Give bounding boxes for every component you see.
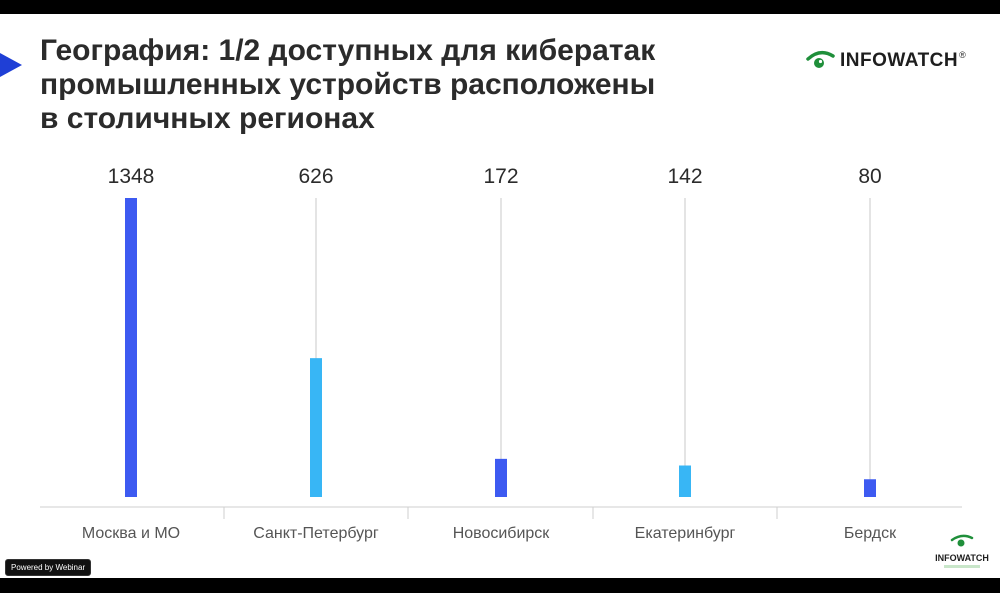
data-label: 1348 bbox=[108, 165, 155, 188]
category-label: Бердск bbox=[844, 525, 897, 542]
category-label: Екатеринбург bbox=[635, 525, 736, 542]
bar bbox=[310, 358, 322, 497]
category-label: Москва и МО bbox=[82, 525, 180, 542]
watermark-text: INFOWATCH bbox=[935, 553, 989, 563]
logo-text: INFOWATCH bbox=[840, 50, 959, 71]
data-label: 172 bbox=[483, 165, 518, 188]
slide-marker-icon bbox=[0, 53, 22, 77]
infowatch-logo: INFOWATCH ® bbox=[806, 44, 966, 78]
category-label: Санкт-Петербург bbox=[253, 525, 379, 542]
eye-logo-icon bbox=[806, 50, 835, 68]
bar bbox=[125, 198, 137, 497]
infowatch-watermark: INFOWATCH bbox=[930, 534, 994, 568]
bar bbox=[864, 479, 876, 497]
category-label: Новосибирск bbox=[453, 525, 551, 542]
presentation-slide: География: 1/2 доступных для кибератак п… bbox=[0, 14, 1000, 578]
bar-chart: 1348 Москва и МО 626 Санкт-Петербург 172 Ново… bbox=[40, 165, 962, 542]
eye-watermark-icon bbox=[950, 534, 974, 547]
bar bbox=[495, 458, 507, 497]
logo-registered-mark: ® bbox=[959, 50, 966, 60]
bar bbox=[679, 465, 691, 497]
slide-title: География: 1/2 доступных для кибератак п… bbox=[40, 34, 656, 135]
data-label: 626 bbox=[298, 165, 333, 188]
data-label: 142 bbox=[667, 165, 702, 188]
data-label: 80 bbox=[858, 165, 881, 188]
watermark-underline bbox=[944, 565, 980, 568]
powered-by-badge[interactable]: Powered by Webinar bbox=[5, 559, 92, 576]
